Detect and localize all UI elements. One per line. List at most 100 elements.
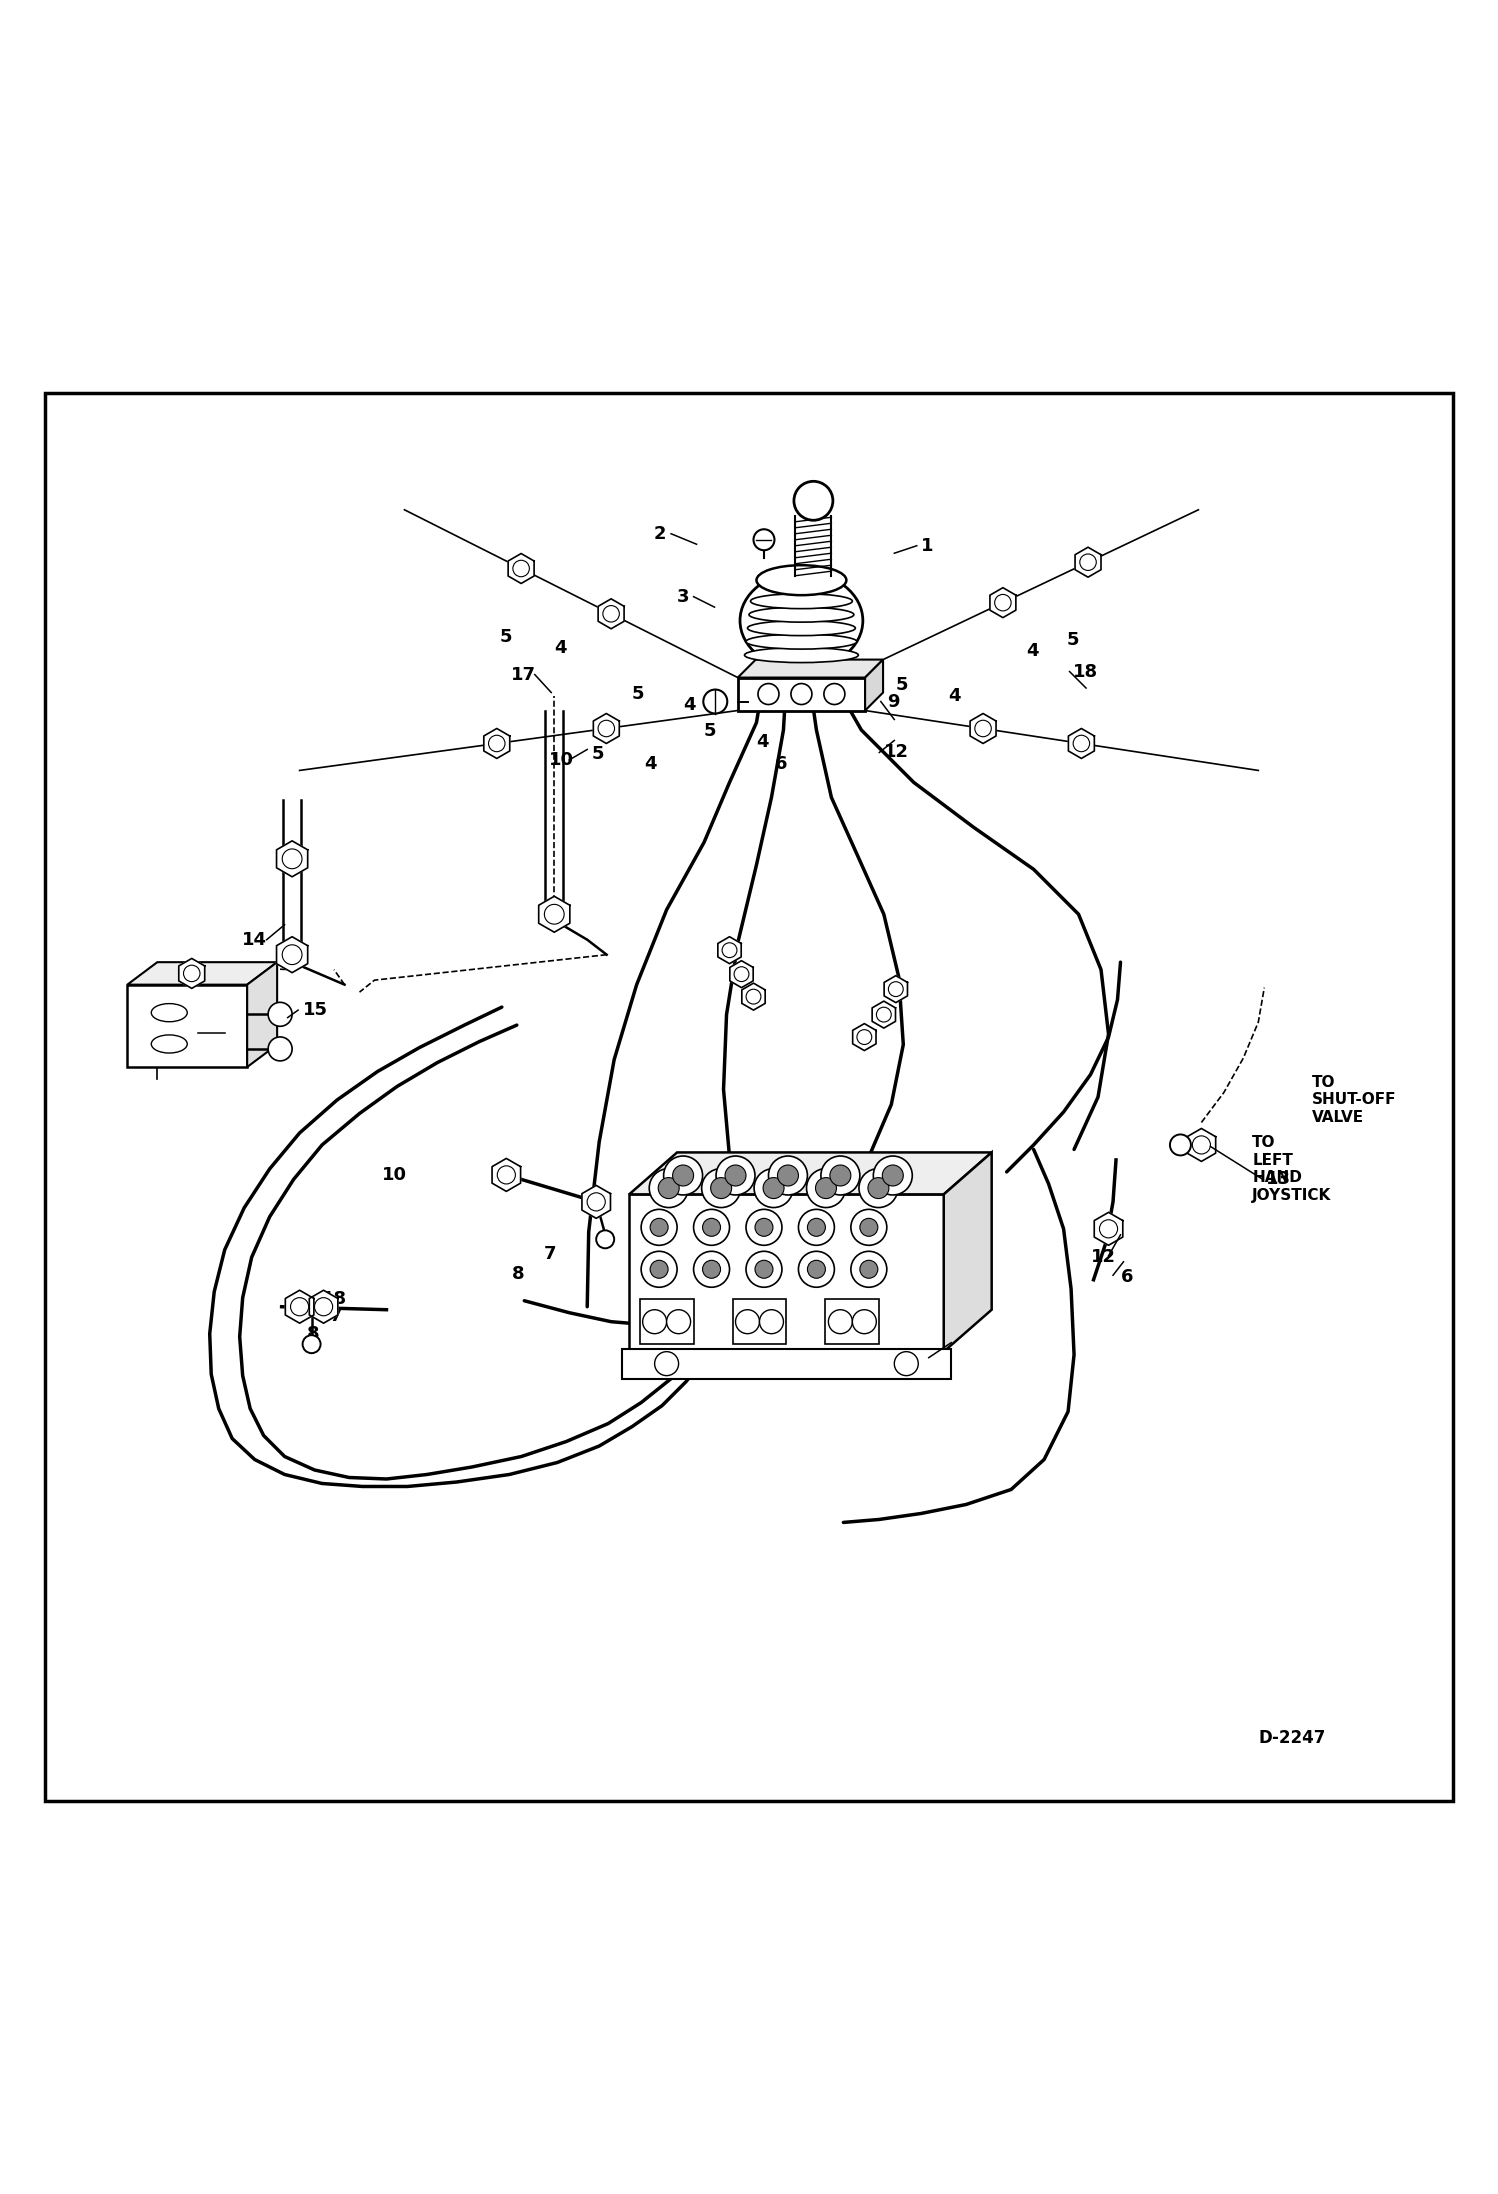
Circle shape (815, 1178, 836, 1198)
Text: 2: 2 (655, 524, 667, 542)
Circle shape (753, 1169, 792, 1207)
Circle shape (722, 943, 737, 957)
Ellipse shape (748, 621, 855, 636)
Polygon shape (581, 1185, 611, 1218)
Text: 1: 1 (921, 538, 933, 555)
Circle shape (710, 1178, 731, 1198)
Circle shape (303, 1336, 321, 1354)
Polygon shape (866, 660, 884, 711)
Ellipse shape (151, 1003, 187, 1022)
Circle shape (975, 720, 992, 737)
Text: 13: 13 (1266, 1169, 1291, 1189)
Circle shape (641, 1209, 677, 1246)
Circle shape (860, 1259, 878, 1279)
Polygon shape (1076, 546, 1101, 577)
Circle shape (512, 559, 529, 577)
Circle shape (995, 595, 1011, 610)
Polygon shape (277, 840, 307, 878)
Text: 10: 10 (548, 750, 574, 768)
Circle shape (1073, 735, 1089, 753)
Circle shape (650, 1218, 668, 1235)
Bar (825, 1299, 879, 1345)
Circle shape (703, 1218, 721, 1235)
Text: 8: 8 (899, 1264, 911, 1283)
Circle shape (762, 1178, 783, 1198)
Circle shape (1080, 553, 1097, 570)
Circle shape (851, 1251, 887, 1288)
Bar (739, 678, 866, 711)
Text: 18: 18 (322, 1290, 348, 1308)
Circle shape (851, 1209, 887, 1246)
Circle shape (667, 1310, 691, 1334)
Text: 4: 4 (1026, 641, 1038, 660)
Circle shape (824, 685, 845, 704)
Text: TO
LEFT
HAND
JOYSTICK: TO LEFT HAND JOYSTICK (1252, 1134, 1332, 1202)
Ellipse shape (750, 595, 852, 608)
Circle shape (649, 1169, 688, 1207)
Circle shape (643, 1310, 667, 1334)
Polygon shape (484, 728, 509, 759)
Circle shape (650, 1259, 668, 1279)
Text: 4: 4 (554, 638, 566, 656)
Text: 5: 5 (896, 676, 908, 693)
Ellipse shape (740, 573, 863, 669)
Text: 16: 16 (169, 1025, 195, 1042)
Text: 7: 7 (330, 1308, 342, 1325)
Polygon shape (491, 1158, 521, 1191)
Text: 4: 4 (756, 733, 768, 750)
Bar (127, 985, 247, 1066)
Circle shape (694, 1251, 730, 1288)
Text: 5: 5 (704, 722, 716, 742)
Circle shape (876, 1007, 891, 1022)
Ellipse shape (745, 647, 858, 663)
Circle shape (746, 1209, 782, 1246)
Text: 12: 12 (1091, 1248, 1116, 1266)
Polygon shape (309, 1290, 339, 1323)
Polygon shape (277, 937, 307, 972)
Polygon shape (1186, 1128, 1216, 1161)
Circle shape (746, 989, 761, 1005)
Circle shape (794, 480, 833, 520)
Polygon shape (852, 1025, 876, 1051)
Text: 7: 7 (846, 1229, 858, 1246)
Circle shape (852, 1310, 876, 1334)
Text: 4: 4 (948, 687, 960, 704)
Polygon shape (285, 1290, 315, 1323)
Text: 6: 6 (1121, 1268, 1132, 1286)
Bar (733, 1299, 786, 1345)
Text: 7: 7 (887, 1246, 899, 1264)
Circle shape (821, 1156, 860, 1196)
Circle shape (753, 529, 774, 551)
Polygon shape (247, 963, 277, 1066)
Circle shape (746, 1251, 782, 1288)
Circle shape (828, 1310, 852, 1334)
Text: 8: 8 (307, 1325, 319, 1343)
Text: 9: 9 (887, 693, 899, 711)
Circle shape (755, 1259, 773, 1279)
Circle shape (544, 904, 565, 924)
Circle shape (291, 1297, 309, 1316)
Circle shape (694, 1209, 730, 1246)
Polygon shape (872, 1000, 896, 1029)
Circle shape (673, 1165, 694, 1187)
Text: 17: 17 (511, 665, 536, 685)
Circle shape (488, 735, 505, 753)
Text: 6: 6 (774, 755, 786, 774)
Circle shape (1192, 1136, 1210, 1154)
Text: 7: 7 (544, 1246, 556, 1264)
Polygon shape (990, 588, 1016, 619)
Polygon shape (508, 553, 535, 584)
Polygon shape (629, 1152, 992, 1194)
Circle shape (704, 689, 728, 713)
Circle shape (497, 1165, 515, 1185)
Circle shape (873, 1156, 912, 1196)
Circle shape (315, 1297, 333, 1316)
Circle shape (602, 606, 619, 623)
Circle shape (641, 1251, 677, 1288)
Text: 4: 4 (644, 755, 656, 774)
Circle shape (888, 981, 903, 996)
Polygon shape (1068, 728, 1095, 759)
Text: D-2247: D-2247 (1258, 1729, 1326, 1746)
Bar (622, 1349, 951, 1378)
Circle shape (703, 1259, 721, 1279)
